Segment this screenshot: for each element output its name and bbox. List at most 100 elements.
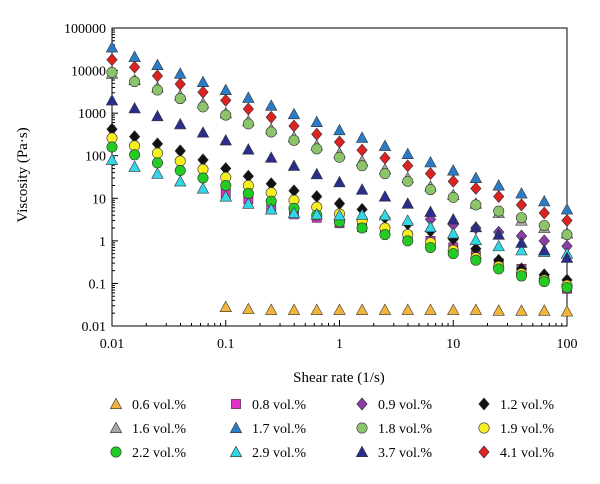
data-point [447, 174, 459, 188]
data-point [128, 160, 141, 172]
data-point [174, 164, 186, 176]
data-point [220, 179, 232, 191]
data-point [425, 184, 437, 196]
series-group [106, 67, 573, 241]
data-point [106, 141, 118, 153]
data-point [402, 235, 414, 247]
data-point [219, 190, 232, 202]
series-group [106, 53, 573, 228]
legend-label: 1.2 vol.% [500, 398, 554, 413]
data-point [538, 194, 551, 207]
data-point [265, 99, 278, 111]
legend-label: 3.7 vol.% [378, 446, 432, 461]
data-point [378, 208, 392, 221]
legend-marker [229, 421, 243, 434]
data-point [310, 303, 323, 315]
data-point [355, 183, 369, 195]
data-point [492, 304, 505, 316]
data-point [219, 300, 232, 312]
legend-marker [356, 397, 368, 411]
data-point [106, 67, 118, 79]
data-point [242, 102, 254, 116]
data-point [265, 110, 277, 124]
data-point [288, 134, 300, 146]
data-point [174, 77, 186, 91]
x-tick-label: 0.1 [217, 337, 235, 352]
data-point [447, 164, 460, 176]
data-point [515, 304, 528, 316]
x-axis: 0.01 0.1 1 10 100 [100, 320, 578, 352]
y-tick-label: 1 [99, 235, 106, 250]
data-point [401, 214, 414, 226]
data-point [310, 208, 323, 220]
data-point [265, 126, 277, 138]
data-point [469, 233, 483, 245]
data-point [560, 251, 574, 263]
data-point [355, 131, 369, 143]
legend-item: 1.8 vol.% [356, 422, 432, 437]
data-point [174, 175, 187, 187]
data-point [447, 248, 459, 260]
data-point [470, 254, 482, 266]
data-point [287, 107, 301, 120]
legend-marker [110, 446, 122, 458]
data-point [560, 203, 574, 215]
data-point [447, 227, 460, 239]
data-point [424, 303, 437, 315]
data-point [333, 303, 346, 315]
data-point [402, 175, 414, 187]
data-point [129, 76, 141, 88]
y-axis: 0.01 0.1 1 10 100 1000 10000 100000 [64, 22, 118, 335]
legend-item: 0.9 vol.% [356, 397, 432, 413]
legend-item: 1.7 vol.% [229, 421, 306, 437]
data-point [561, 214, 573, 228]
data-point [401, 197, 414, 209]
data-point [538, 206, 550, 220]
data-point [515, 243, 528, 256]
data-point [151, 147, 163, 159]
data-point [333, 197, 346, 211]
legend-item: 2.2 vol.% [110, 446, 186, 461]
data-point [196, 75, 210, 87]
data-point [106, 53, 118, 67]
data-point [333, 208, 346, 221]
legend-item: 1.9 vol.% [478, 422, 554, 437]
data-point [355, 208, 369, 220]
data-point [355, 303, 369, 315]
data-point [378, 190, 392, 202]
legend-marker [355, 445, 369, 458]
y-axis-label: Viscosity (Pa·s) [15, 127, 31, 222]
data-point [220, 109, 232, 121]
data-point [356, 222, 368, 234]
data-point [196, 126, 210, 138]
data-point [379, 229, 391, 241]
data-point [333, 135, 346, 149]
data-point [447, 303, 460, 315]
y-tick-label: 10 [92, 192, 106, 207]
data-point [151, 84, 163, 96]
data-point [515, 236, 528, 248]
data-point [174, 93, 186, 105]
data-point [402, 159, 414, 173]
x-tick-label: 100 [557, 337, 578, 352]
legend-item: 0.6 vol.% [109, 397, 186, 413]
data-point [105, 94, 119, 106]
legend-marker [109, 421, 123, 434]
legend-item: 3.7 vol.% [355, 445, 432, 461]
legend-marker [478, 397, 490, 411]
data-point [561, 229, 573, 241]
data-point [379, 168, 391, 180]
y-tick-label: 10000 [71, 65, 106, 80]
legend-label: 1.8 vol.% [378, 422, 432, 437]
legend-item: 2.9 vol.% [229, 445, 306, 461]
data-point [425, 241, 437, 253]
data-point [242, 302, 255, 315]
data-point [311, 190, 323, 203]
data-point [333, 175, 346, 188]
data-point [174, 67, 187, 79]
y-tick-label: 100 [85, 150, 106, 165]
data-point [219, 83, 232, 95]
y-tick-label: 100000 [64, 22, 106, 37]
data-point [379, 151, 391, 165]
data-point [174, 117, 187, 130]
